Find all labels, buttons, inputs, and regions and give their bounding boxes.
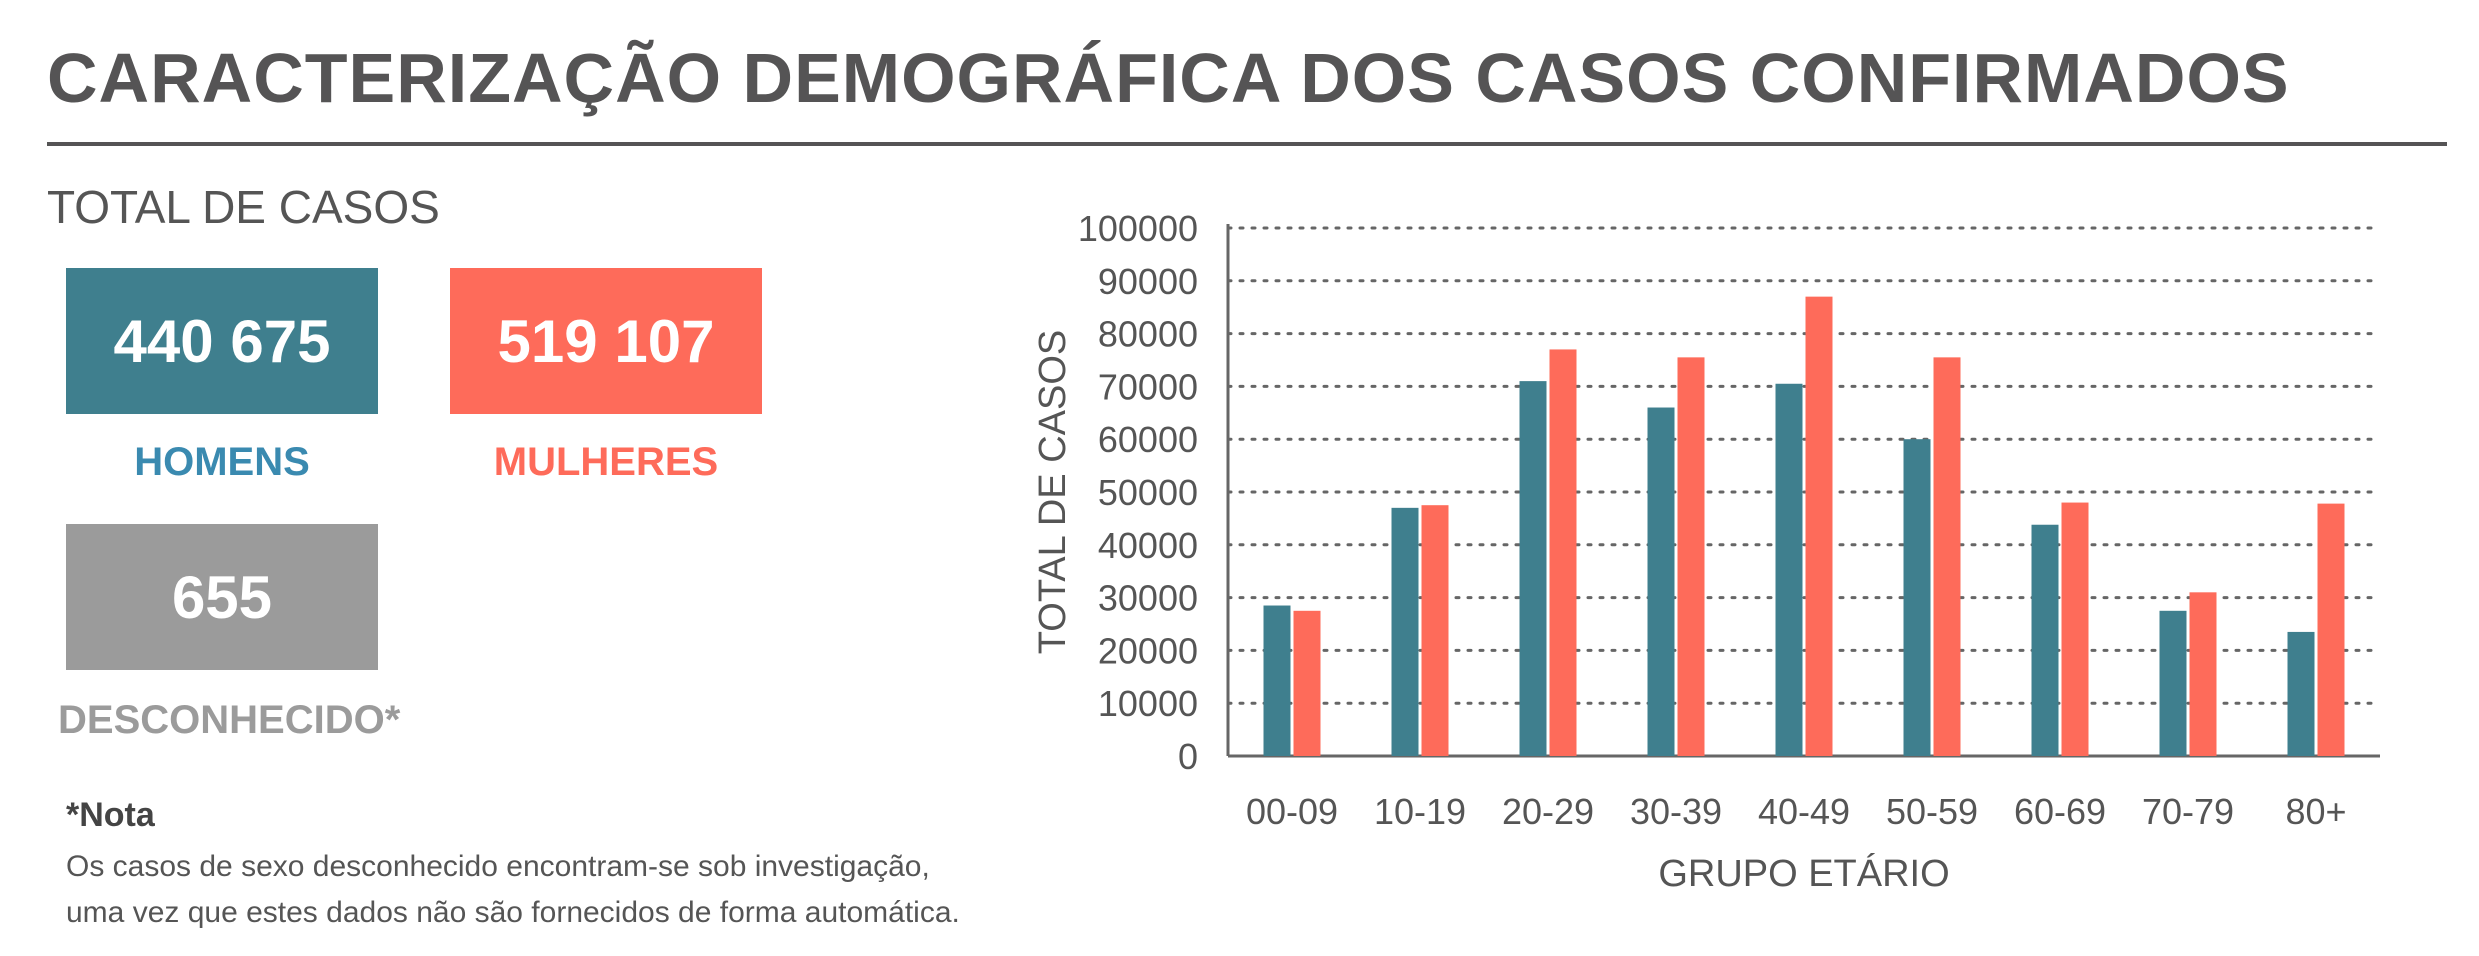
y-tick-label: 80000: [1098, 314, 1198, 355]
x-tick-label: 00-09: [1246, 791, 1338, 832]
page-title: CARACTERIZAÇÃO DEMOGRÁFICA DOS CASOS CON…: [47, 39, 2290, 117]
y-tick-label: 70000: [1098, 366, 1198, 407]
bar-40-49-series-2: [1805, 296, 1833, 756]
men-label: HOMENS: [134, 440, 310, 484]
bar-30-39-series-2: [1677, 357, 1705, 756]
y-tick-label: 30000: [1098, 578, 1198, 619]
bar-50-59-series-1: [1903, 439, 1931, 756]
x-tick-label: 80+: [2285, 791, 2346, 832]
x-tick-label: 30-39: [1630, 791, 1722, 832]
title-divider: [47, 142, 2447, 146]
bar-00-09-series-2: [1293, 610, 1321, 756]
bar-20-29-series-1: [1519, 381, 1547, 756]
bar-80+-series-2: [2317, 503, 2345, 756]
bar-40-49-series-1: [1775, 383, 1803, 756]
note-text: Os casos de sexo desconhecido encontram-…: [66, 844, 960, 936]
y-tick-label: 10000: [1098, 683, 1198, 724]
bar-60-69-series-1: [2031, 524, 2059, 756]
bar-70-79-series-2: [2189, 592, 2217, 756]
x-tick-label: 40-49: [1758, 791, 1850, 832]
bar-80+-series-1: [2287, 631, 2315, 756]
unknown-label: DESCONHECIDO*: [58, 698, 401, 742]
bar-70-79-series-1: [2159, 610, 2187, 756]
women-label: MULHERES: [493, 440, 719, 484]
x-tick-label: 60-69: [2014, 791, 2106, 832]
note-line-2: uma vez que estes dados não são fornecid…: [66, 896, 960, 929]
y-tick-label: 100000: [1078, 208, 1198, 249]
bar-30-39-series-1: [1647, 407, 1675, 756]
x-tick-label: 50-59: [1886, 791, 1978, 832]
unknown-total-box: 655: [66, 524, 378, 670]
bar-10-19-series-2: [1421, 505, 1449, 756]
section-subtitle: TOTAL DE CASOS: [47, 181, 440, 233]
y-tick-label: 90000: [1098, 261, 1198, 302]
bar-10-19-series-1: [1391, 507, 1419, 756]
y-tick-label: 60000: [1098, 419, 1198, 460]
x-axis-title: GRUPO ETÁRIO: [1658, 852, 1949, 895]
x-tick-label: 10-19: [1374, 791, 1466, 832]
bar-20-29-series-2: [1549, 349, 1577, 756]
men-total-box: 440 675: [66, 268, 378, 414]
y-tick-label: 50000: [1098, 472, 1198, 513]
y-tick-label: 20000: [1098, 630, 1198, 671]
bar-50-59-series-2: [1933, 357, 1961, 756]
bar-60-69-series-2: [2061, 502, 2089, 756]
note-line-1: Os casos de sexo desconhecido encontram-…: [66, 850, 930, 883]
y-tick-label: 40000: [1098, 525, 1198, 566]
x-tick-label: 70-79: [2142, 791, 2234, 832]
y-axis-title: TOTAL DE CASOS: [1032, 330, 1074, 654]
bar-00-09-series-1: [1263, 605, 1291, 756]
women-total-box: 519 107: [450, 268, 762, 414]
x-tick-label: 20-29: [1502, 791, 1594, 832]
note-title: *Nota: [66, 796, 155, 834]
y-tick-label: 0: [1178, 736, 1198, 777]
